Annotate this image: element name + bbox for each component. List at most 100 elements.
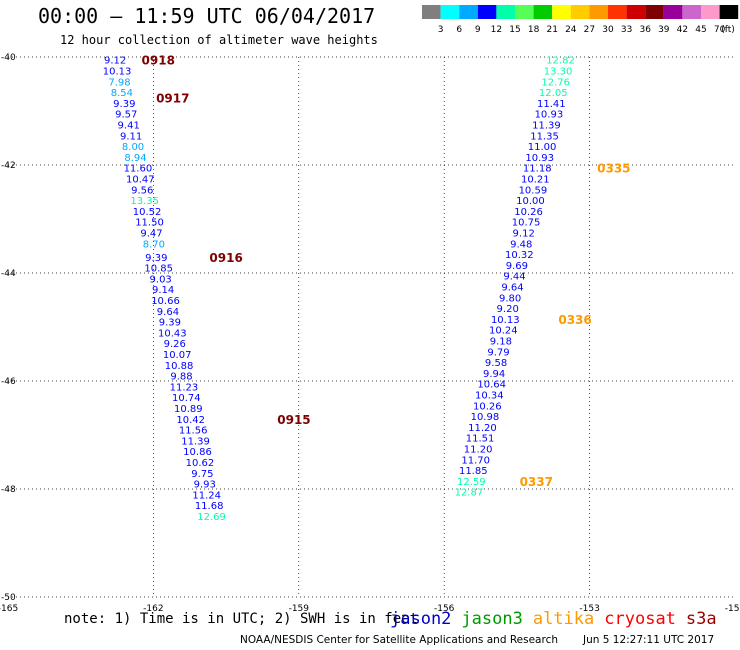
data-point-label: 11.85 (459, 466, 488, 477)
colorbar-label: 24 (565, 25, 577, 35)
colorbar-label: 33 (621, 25, 632, 35)
colorbar-swatch (719, 5, 739, 19)
data-point-label: 9.64 (501, 283, 523, 294)
satellite-legend-item: altika (532, 609, 595, 629)
data-point-label: 11.50 (135, 218, 164, 229)
satellite-legend-item: jason3 (461, 609, 523, 629)
colorbar-unit: (ft) (721, 25, 735, 35)
data-point-label: 9.12 (513, 229, 535, 240)
data-point-label: 9.39 (145, 253, 167, 264)
data-point-label: 10.88 (165, 361, 194, 372)
satellite-legend: jason2 jason3 altika cryosat s3a (390, 609, 727, 629)
data-point-label: 10.07 (163, 350, 192, 361)
data-point-label: 10.85 (144, 264, 173, 275)
data-point-label: 9.88 (170, 372, 192, 383)
colorbar-label: 27 (584, 25, 595, 35)
data-point-label: 12.87 (455, 488, 484, 499)
data-point-label: 12.82 (546, 56, 575, 67)
data-point-label: 10.26 (473, 401, 502, 412)
colorbar-swatch (496, 5, 515, 19)
x-tick-label: -162 (143, 604, 163, 614)
data-point-label: 11.39 (181, 436, 210, 447)
y-tick-label: -46 (1, 377, 16, 387)
data-point-label: 9.39 (113, 99, 135, 110)
y-tick-label: -48 (1, 485, 16, 495)
y-tick-label: -50 (1, 593, 16, 603)
data-point-label: 9.58 (485, 358, 507, 369)
y-tick-label: -42 (1, 161, 16, 171)
colorbar-label: 36 (639, 25, 651, 35)
data-point-label: 9.18 (490, 337, 512, 348)
satellite-legend-item: jason2 (390, 609, 452, 629)
data-point-label: 11.56 (179, 426, 208, 437)
x-tick-label: -159 (289, 604, 310, 614)
data-point-label: 10.75 (512, 218, 541, 229)
colorbar-label: 70 (714, 25, 726, 35)
data-point-label: 11.70 (461, 455, 490, 466)
colorbar-swatch (663, 5, 683, 19)
data-point-label: 11.60 (124, 164, 153, 175)
data-point-label: 9.80 (499, 293, 521, 304)
data-point-label: 10.89 (174, 404, 203, 415)
data-point-label: 9.39 (159, 318, 181, 329)
chart-grid (8, 56, 735, 598)
data-point-label: 11.20 (464, 445, 493, 456)
data-point-label: 9.79 (487, 347, 509, 358)
data-point-label: 10.42 (176, 415, 205, 426)
data-point-label: 9.44 (503, 272, 525, 283)
data-point-label: 10.21 (521, 175, 550, 186)
time-label: 0915 (277, 413, 310, 427)
data-point-label: 8.70 (143, 239, 165, 250)
x-tick-label: -150 (725, 604, 740, 614)
colorbar-label: 12 (491, 25, 502, 35)
data-point-label: 9.93 (194, 480, 216, 491)
data-point-label: 13.30 (544, 67, 573, 78)
satellite-legend-item: s3a (685, 609, 717, 629)
series-jason2: 9.1210.137.988.549.399.579.419.118.008.9… (103, 56, 226, 523)
time-label: 0336 (558, 313, 591, 327)
colorbar-swatch (626, 5, 646, 19)
colorbar-swatch (477, 5, 497, 19)
data-point-label: 9.03 (150, 274, 172, 285)
data-point-label: 12.69 (197, 512, 226, 523)
page-title: 00:00 – 11:59 UTC 06/04/2017 (38, 4, 376, 28)
data-point-label: 10.74 (172, 393, 201, 404)
data-point-label: 9.11 (120, 131, 142, 142)
colorbar-swatch (533, 5, 553, 19)
data-point-label: 10.52 (133, 207, 162, 218)
time-label: 0917 (156, 92, 189, 106)
colorbar-label: 15 (509, 25, 520, 35)
data-point-label: 10.93 (535, 110, 564, 121)
data-point-label: 9.75 (191, 469, 213, 480)
colorbar-label: 21 (546, 25, 557, 35)
data-point-label: 10.24 (489, 326, 518, 337)
data-point-label: 9.47 (140, 229, 162, 240)
colorbar-swatch (570, 5, 590, 19)
colorbar-swatch (589, 5, 608, 19)
x-tick-label: -156 (434, 604, 455, 614)
colorbar-swatch (440, 5, 460, 19)
data-point-label: 8.54 (111, 88, 133, 99)
colorbar-label: 6 (456, 25, 462, 35)
credit-text: NOAA/NESDIS Center for Satellite Applica… (240, 634, 558, 646)
data-point-label: 10.98 (471, 412, 500, 423)
y-tick-label: -44 (1, 269, 16, 279)
data-point-label: 13.35 (130, 196, 159, 207)
data-point-label: 11.41 (537, 99, 566, 110)
data-point-label: 11.51 (466, 434, 495, 445)
data-point-label: 11.39 (532, 121, 561, 132)
x-tick-label: -153 (579, 604, 599, 614)
colorbar-swatch (459, 5, 478, 19)
data-point-label: 12.76 (541, 77, 570, 88)
colorbar-label: 30 (602, 25, 614, 35)
colorbar-swatch (422, 5, 441, 19)
colorbar-label: 42 (677, 25, 688, 35)
colorbar-label: 3 (438, 25, 444, 35)
data-point-label: 9.56 (131, 185, 153, 196)
colorbar-swatch (645, 5, 664, 19)
colorbar-label: 39 (658, 25, 670, 35)
y-tick-label: -40 (1, 53, 16, 63)
data-point-label: 9.14 (152, 285, 174, 296)
colorbar-swatch (682, 5, 701, 19)
